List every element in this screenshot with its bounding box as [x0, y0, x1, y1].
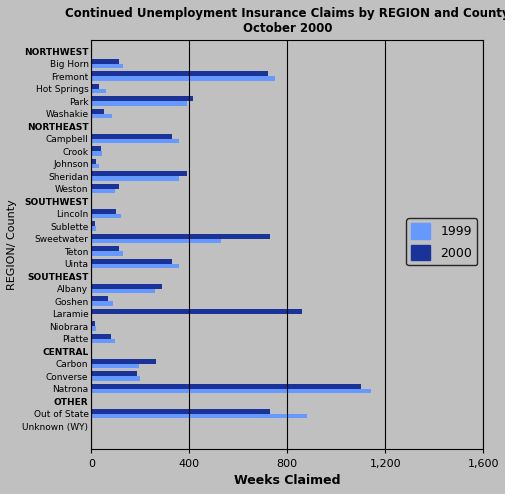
Bar — [91, 251, 123, 256]
Bar — [91, 288, 155, 293]
Bar — [91, 164, 98, 168]
Bar — [91, 146, 101, 151]
Legend: 1999, 2000: 1999, 2000 — [406, 218, 476, 265]
Bar — [91, 284, 162, 288]
Bar — [91, 134, 172, 139]
Bar — [91, 359, 156, 364]
Bar — [91, 189, 114, 193]
Title: Continued Unemployment Insurance Claims by REGION and County
October 2000: Continued Unemployment Insurance Claims … — [65, 7, 505, 35]
Bar — [91, 239, 221, 244]
Bar — [91, 234, 270, 239]
Bar — [91, 71, 267, 76]
Y-axis label: REGION/ County: REGION/ County — [7, 200, 17, 290]
Bar — [91, 309, 301, 314]
Bar — [91, 389, 370, 393]
Bar — [91, 59, 119, 64]
Bar — [91, 176, 179, 181]
Bar — [91, 264, 179, 268]
Bar — [91, 322, 95, 326]
Bar — [91, 409, 270, 413]
Bar — [91, 296, 108, 301]
Bar — [91, 84, 98, 88]
Bar — [91, 171, 186, 176]
Bar — [91, 109, 104, 114]
Bar — [91, 221, 95, 226]
Bar — [91, 384, 360, 389]
Bar — [91, 114, 112, 119]
Bar — [91, 88, 106, 93]
Bar — [91, 139, 179, 143]
X-axis label: Weeks Claimed: Weeks Claimed — [234, 474, 340, 487]
Bar — [91, 259, 172, 264]
Bar — [91, 247, 119, 251]
Bar — [91, 226, 96, 231]
Bar — [91, 326, 96, 331]
Bar — [91, 151, 102, 156]
Bar — [91, 101, 186, 106]
Bar — [91, 413, 307, 418]
Bar — [91, 213, 120, 218]
Bar — [91, 334, 111, 338]
Bar — [91, 76, 275, 81]
Bar — [91, 159, 96, 164]
Bar — [91, 371, 136, 376]
Bar — [91, 96, 192, 101]
Bar — [91, 301, 113, 306]
Bar — [91, 338, 114, 343]
Bar — [91, 64, 123, 68]
Bar — [91, 209, 116, 213]
Bar — [91, 184, 119, 189]
Bar — [91, 364, 139, 369]
Bar — [91, 376, 140, 381]
